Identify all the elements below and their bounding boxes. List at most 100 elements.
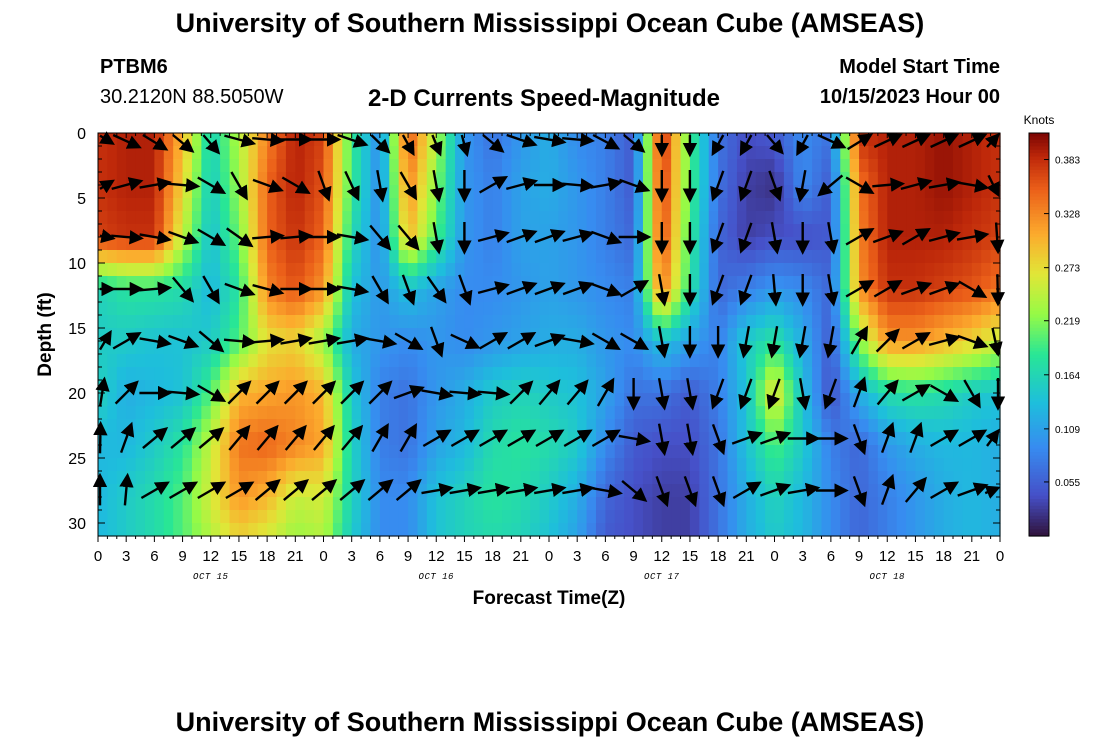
heat-cell — [220, 315, 231, 329]
heat-cell — [285, 497, 296, 511]
heat-cell — [267, 393, 278, 407]
heat-cell — [370, 237, 381, 251]
heat-cell — [990, 146, 1001, 160]
heat-cell — [229, 237, 240, 251]
heat-cell — [962, 263, 973, 277]
heat-cell — [492, 250, 503, 264]
heat-cell — [351, 497, 362, 511]
heat-cell — [426, 393, 437, 407]
heat-cell — [144, 523, 155, 537]
heat-cell — [812, 133, 823, 147]
heat-cell — [558, 302, 569, 316]
heat-cell — [774, 445, 785, 459]
heat-cell — [248, 185, 259, 199]
heat-cell — [267, 211, 278, 225]
heat-cell — [868, 380, 879, 394]
heat-cell — [389, 133, 400, 147]
heat-cell — [389, 380, 400, 394]
heat-cell — [520, 497, 531, 511]
heat-cell — [746, 250, 757, 264]
current-vector — [479, 176, 509, 194]
colorbar-band — [1029, 394, 1049, 399]
heat-cell — [633, 354, 644, 368]
heat-cell — [455, 497, 466, 511]
colorbar-band — [1029, 220, 1049, 225]
x-tick-label: 12 — [428, 548, 445, 565]
heat-cell — [896, 432, 907, 446]
heat-cell — [783, 146, 794, 160]
heat-cell — [436, 328, 447, 342]
heat-cell — [473, 471, 484, 485]
heat-cell — [530, 276, 541, 290]
heat-cell — [126, 237, 137, 251]
heat-cell — [774, 302, 785, 316]
heat-cell — [116, 341, 127, 355]
heat-cell — [464, 471, 475, 485]
heat-cell — [492, 523, 503, 537]
heat-cell — [229, 484, 240, 498]
current-vector — [429, 134, 443, 157]
heat-cell — [906, 471, 917, 485]
heat-cell — [389, 263, 400, 277]
heat-cell — [652, 250, 663, 264]
heat-cell — [586, 354, 597, 368]
heat-cell — [257, 510, 268, 524]
heat-cell — [182, 510, 193, 524]
heat-cell — [257, 172, 268, 186]
heat-cell — [708, 224, 719, 238]
heat-cell — [595, 276, 606, 290]
heat-cell — [868, 341, 879, 355]
heat-cell — [276, 380, 287, 394]
heat-cell — [511, 445, 522, 459]
heat-cell — [971, 328, 982, 342]
heat-cell — [765, 471, 776, 485]
heat-cell — [408, 497, 419, 511]
heat-cell — [408, 224, 419, 238]
heat-cell — [201, 510, 212, 524]
heat-cell — [191, 354, 202, 368]
heat-cell — [746, 354, 757, 368]
heat-cell — [558, 445, 569, 459]
heat-cell — [332, 250, 343, 264]
heat-cell — [821, 458, 832, 472]
heat-cell — [830, 315, 841, 329]
heat-cell — [229, 315, 240, 329]
heat-cell — [577, 523, 588, 537]
heat-cell — [126, 276, 137, 290]
colorbar-band — [1029, 240, 1049, 245]
heat-cell — [220, 341, 231, 355]
heat-cell — [558, 523, 569, 537]
heat-cell — [962, 146, 973, 160]
heat-cell — [689, 237, 700, 251]
heat-cell — [426, 224, 437, 238]
heat-cell — [671, 211, 682, 225]
heat-cell — [934, 198, 945, 212]
heat-cell — [746, 523, 757, 537]
heat-cell — [398, 276, 409, 290]
heat-cell — [642, 484, 653, 498]
heat-cell — [201, 289, 212, 303]
heat-cell — [887, 367, 898, 381]
heat-cell — [473, 458, 484, 472]
heat-cell — [201, 159, 212, 173]
heat-cell — [595, 458, 606, 472]
heat-cell — [906, 380, 917, 394]
heat-cell — [314, 237, 325, 251]
heat-cell — [257, 419, 268, 433]
heat-cell — [455, 354, 466, 368]
heat-cell — [398, 159, 409, 173]
heat-cell — [981, 445, 992, 459]
heat-cell — [671, 471, 682, 485]
heat-cell — [896, 315, 907, 329]
heat-cell — [408, 393, 419, 407]
heat-cell — [173, 354, 184, 368]
heat-cell — [689, 341, 700, 355]
heat-cell — [671, 380, 682, 394]
heat-cell — [370, 302, 381, 316]
heat-cell — [812, 146, 823, 160]
heat-cell — [135, 484, 146, 498]
current-vector — [900, 281, 933, 296]
heat-cell — [257, 471, 268, 485]
heat-cell — [201, 471, 212, 485]
heat-cell — [304, 263, 315, 277]
